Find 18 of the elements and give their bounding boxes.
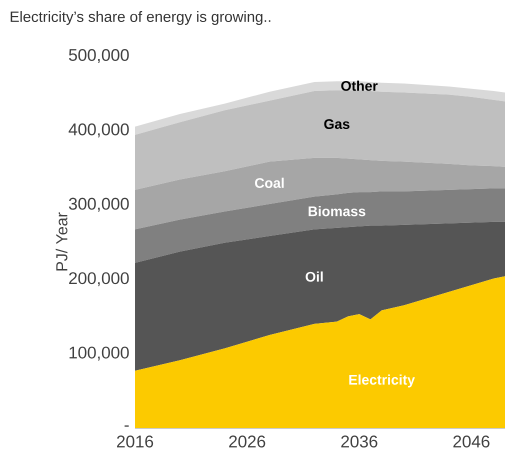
y-tick-label: 300,000 (68, 198, 129, 212)
chart-title: Electricity’s share of energy is growing.. (10, 11, 270, 25)
x-tick-label: 2026 (229, 436, 266, 448)
y-axis-title: PJ/ Year (56, 212, 68, 271)
x-tick-label: 2046 (453, 436, 490, 448)
y-tick-label: - (124, 425, 129, 427)
series-label: Biomass (308, 206, 366, 216)
x-tick-label: 2016 (117, 436, 154, 448)
y-tick-label: 500,000 (68, 48, 129, 63)
series-label: Coal (255, 178, 284, 188)
x-tick-label: 2036 (341, 436, 378, 448)
y-tick-label: 200,000 (69, 272, 129, 286)
series-label: Oil (306, 271, 323, 282)
series-label: Electricity (349, 374, 415, 388)
series-label: Other (341, 80, 378, 91)
y-tick-label: 100,000 (70, 346, 129, 361)
y-tick-label: 400,000 (68, 123, 129, 138)
series-label: Gas (324, 119, 350, 130)
